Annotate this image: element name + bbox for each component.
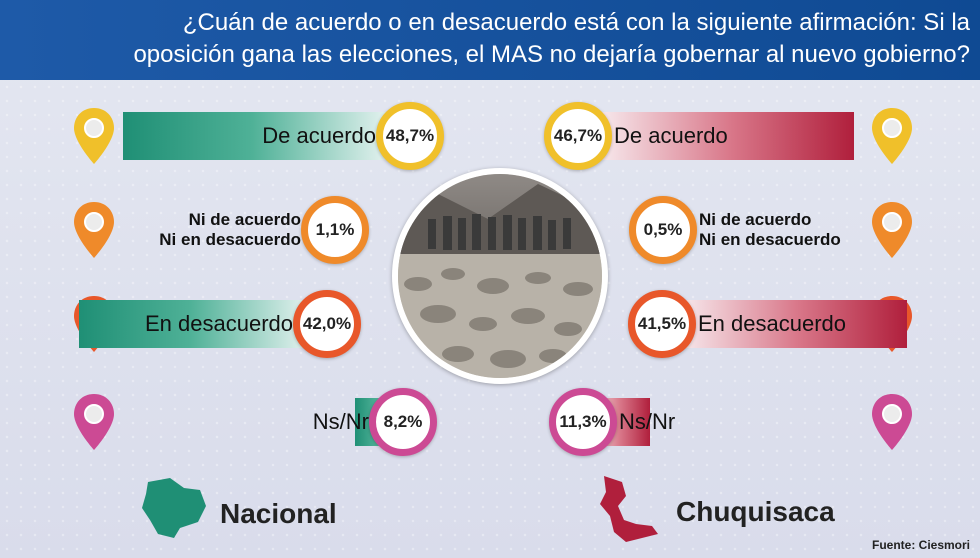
category-label-chuquisaca: Ni de acuerdo Ni en desacuerdo [699, 210, 841, 250]
category-label-line: En desacuerdo [145, 311, 293, 336]
bar-chuquisaca [662, 300, 907, 348]
title-line-2: oposición gana las elecciones, el MAS no… [133, 41, 970, 68]
map-pin-icon [72, 392, 116, 452]
category-label-nacional: En desacuerdo [145, 311, 293, 337]
source-note: Fuente: Ciesmori [871, 538, 970, 552]
category-label-line: De acuerdo [614, 123, 728, 148]
bar-nacional [79, 300, 327, 348]
category-label-chuquisaca: De acuerdo [614, 123, 728, 149]
category-label-line: Ni en desacuerdo [159, 230, 301, 249]
category-label-chuquisaca: En desacuerdo [698, 311, 846, 337]
category-label-line: En desacuerdo [698, 311, 846, 336]
photo-road-blockade [398, 174, 602, 378]
map-pin-icon [72, 200, 116, 260]
value-label-nacional: 48,7% [376, 102, 444, 170]
category-label-nacional: Ni de acuerdo Ni en desacuerdo [159, 210, 301, 250]
value-label-nacional: 42,0% [293, 290, 361, 358]
map-pin-icon [870, 392, 914, 452]
region-label-nacional: Nacional [220, 498, 337, 529]
value-label-chuquisaca: 46,7% [544, 102, 612, 170]
category-label-nacional: Ns/Nr [313, 409, 369, 435]
bolivia-map-icon [140, 478, 210, 540]
bar-chuquisaca [578, 112, 854, 160]
map-pin-icon [870, 200, 914, 260]
value-label-nacional: 1,1% [301, 196, 369, 264]
value-label-chuquisaca: 11,3% [549, 388, 617, 456]
category-label-chuquisaca: Ns/Nr [619, 409, 675, 435]
bar-nacional [122, 112, 410, 160]
value-label-chuquisaca: 41,5% [628, 290, 696, 358]
title-banner: ¿Cuán de acuerdo o en desacuerdo está co… [0, 0, 980, 80]
region-label-chuquisaca: Chuquisaca [676, 496, 835, 527]
value-label-chuquisaca: 0,5% [629, 196, 697, 264]
chuquisaca-map-icon [596, 476, 666, 542]
category-label-line: Ni en desacuerdo [699, 230, 841, 249]
category-label-nacional: De acuerdo [262, 123, 376, 149]
map-pin-icon [870, 106, 914, 166]
category-label-line: Ni de acuerdo [699, 210, 812, 229]
title-line-1: ¿Cuán de acuerdo o en desacuerdo está co… [182, 9, 970, 36]
value-label-nacional: 8,2% [369, 388, 437, 456]
map-pin-icon [72, 106, 116, 166]
category-label-line: Ni de acuerdo [188, 210, 301, 229]
category-label-line: De acuerdo [262, 123, 376, 148]
category-label-line: Ns/Nr [312, 409, 369, 434]
category-label-line: Ns/Nr [619, 409, 676, 434]
